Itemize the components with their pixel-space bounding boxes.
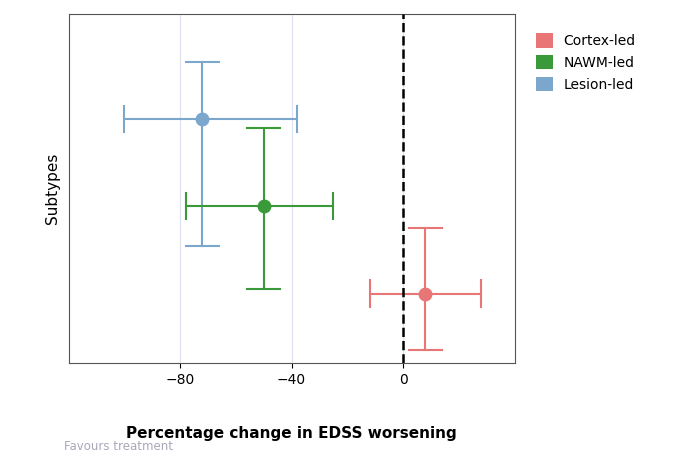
Text: Favours treatment: Favours treatment (64, 440, 173, 453)
Legend: Cortex-led, NAWM-led, Lesion-led: Cortex-led, NAWM-led, Lesion-led (530, 28, 641, 97)
X-axis label: Percentage change in EDSS worsening: Percentage change in EDSS worsening (126, 426, 457, 441)
Y-axis label: Subtypes: Subtypes (45, 153, 60, 225)
